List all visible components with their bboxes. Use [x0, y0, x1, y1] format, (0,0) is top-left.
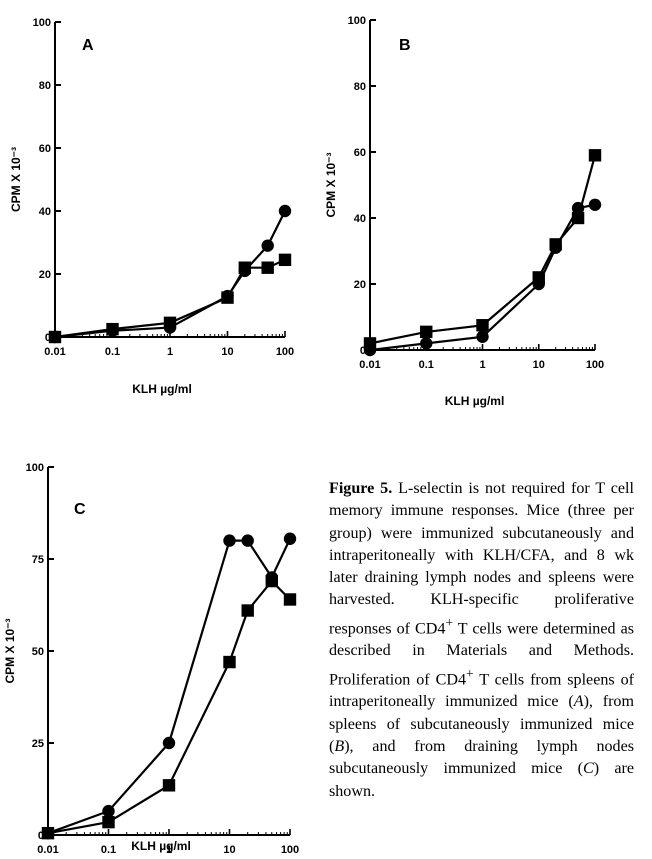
- data-point-square: [571, 211, 585, 225]
- x-tick-label: 0.01: [37, 844, 58, 856]
- chart-panel-a: 0 20 40 60 80 100 0.01 0.1 1 10 100 KLH µg/ml CPM X …: [9, 17, 294, 396]
- data-point-circle: [241, 534, 254, 547]
- y-tick-label: 0: [360, 345, 366, 357]
- y-tick-label: 25: [32, 738, 44, 750]
- caption-ref-a: A: [573, 693, 584, 711]
- series-line-square: [47, 579, 291, 835]
- y-axis-title: CPM X 10⁻³: [3, 618, 17, 683]
- x-tick-label: 0.01: [359, 359, 380, 371]
- data-point-circle: [223, 534, 236, 547]
- y-tick-label: 60: [354, 147, 366, 159]
- data-point-circle: [420, 337, 433, 350]
- panel-label: C: [74, 501, 86, 518]
- data-point-square: [223, 655, 236, 669]
- x-tick-label: 10: [533, 359, 545, 371]
- x-axis-title: KLH µg/ml: [445, 394, 505, 408]
- data-point-square: [221, 291, 234, 304]
- caption-ref-b: B: [334, 737, 345, 755]
- caption-text-5: ), and from draining lymph nodes subcuta…: [329, 737, 634, 778]
- x-tick-label: 10: [223, 844, 235, 856]
- data-point-square: [283, 593, 297, 606]
- y-tick-label: 0: [38, 830, 44, 842]
- x-tick-label: 0.1: [101, 844, 116, 856]
- panel-label: A: [82, 37, 94, 54]
- x-tick-label: 0.1: [419, 359, 434, 371]
- y-tick-label: 80: [354, 81, 366, 93]
- data-point-circle: [162, 736, 176, 750]
- x-tick-label: 0.1: [105, 346, 120, 358]
- data-point-circle: [261, 239, 274, 252]
- figure-caption: Figure 5. L-selectin is not required for…: [329, 478, 634, 803]
- data-point-circle: [278, 204, 292, 218]
- data-point-square: [363, 337, 377, 350]
- data-point-square: [162, 779, 176, 792]
- y-tick-label: 40: [354, 213, 366, 225]
- y-tick-label: 0: [45, 332, 51, 344]
- data-point-circle: [283, 532, 297, 545]
- x-axis-title: KLH µg/ml: [131, 839, 191, 853]
- x-tick-label: 100: [281, 844, 299, 856]
- x-tick-label: 100: [586, 359, 604, 371]
- data-point-square: [532, 271, 545, 284]
- caption-sup-2: +: [466, 665, 474, 681]
- data-point-circle: [102, 804, 115, 818]
- caption-ref-c: C: [583, 760, 594, 778]
- data-point-square: [588, 149, 602, 162]
- y-tick-label: 20: [354, 279, 366, 291]
- data-point-square: [48, 330, 62, 344]
- caption-text-3: T cells from spleens of intraperitoneall…: [329, 671, 634, 711]
- data-point-square: [420, 325, 433, 339]
- x-tick-label: 1: [166, 844, 172, 856]
- y-tick-label: 100: [348, 15, 366, 27]
- caption-title: Figure 5.: [329, 480, 393, 497]
- data-point-square: [41, 826, 55, 840]
- x-axis-title: KLH µg/ml: [132, 382, 192, 396]
- chart-panel-b: 0 20 40 60 80 100 0.01 0.1 1 10 100 KLH µg/ml CPM X …: [324, 15, 604, 408]
- x-tick-label: 1: [167, 346, 173, 358]
- y-tick-label: 75: [32, 554, 44, 566]
- panel-label: B: [399, 37, 411, 54]
- x-tick-label: 0.01: [44, 346, 65, 358]
- caption-sup-1: +: [445, 614, 454, 630]
- y-tick-label: 100: [33, 17, 51, 29]
- caption-text-1: L-selectin is not required for T cell me…: [329, 480, 635, 638]
- x-tick-label: 100: [276, 346, 294, 358]
- y-axis-title: CPM X 10⁻³: [9, 147, 23, 212]
- y-axis-title: CPM X 10⁻³: [324, 152, 338, 217]
- caption-text-4: ), from spleens of subcutaneously immuni…: [329, 693, 634, 755]
- y-tick-label: 20: [39, 269, 51, 281]
- data-point-square: [238, 261, 252, 274]
- data-point-square: [163, 316, 177, 330]
- y-tick-label: 100: [26, 462, 44, 474]
- x-tick-label: 10: [221, 346, 233, 358]
- y-tick-label: 80: [39, 80, 51, 92]
- data-point-circle: [588, 198, 602, 211]
- data-point-square: [549, 238, 562, 251]
- data-point-square: [278, 253, 292, 267]
- data-point-square: [241, 604, 254, 617]
- caption-text-2: T cells were determined as described in …: [329, 620, 634, 689]
- chart-panel-c: 0 25 50 75 100 0.01 0.1 1 10 100 KLH µg/ml CPM X 10…: [3, 462, 299, 856]
- data-point-circle: [476, 330, 489, 343]
- data-point-square: [476, 319, 489, 332]
- y-tick-label: 50: [32, 646, 44, 658]
- data-point-square: [106, 322, 119, 336]
- caption-text-6: ) are shown.: [329, 760, 634, 800]
- x-tick-label: 1: [479, 359, 485, 371]
- y-tick-label: 60: [39, 143, 51, 155]
- data-point-square: [102, 815, 115, 829]
- data-point-square: [261, 261, 274, 274]
- data-point-square: [265, 574, 278, 588]
- y-tick-label: 40: [39, 206, 51, 218]
